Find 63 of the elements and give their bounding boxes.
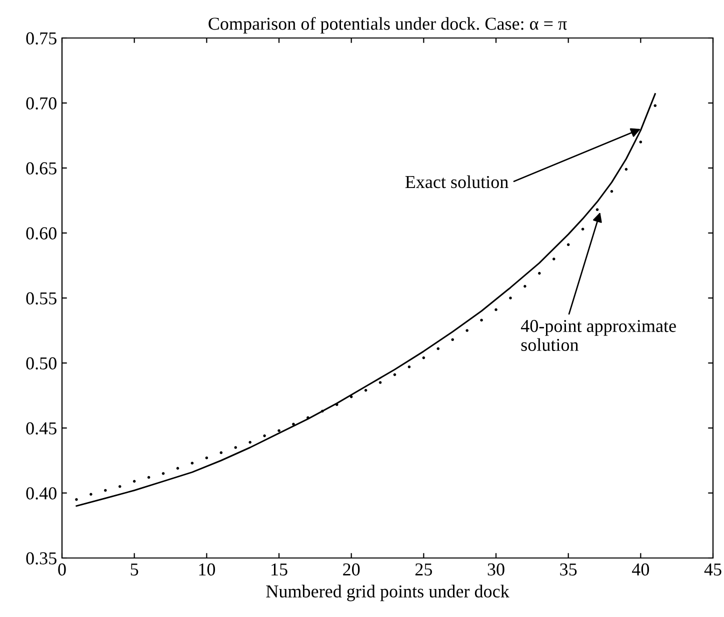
point xyxy=(552,258,556,260)
point xyxy=(350,395,353,398)
point xyxy=(566,243,570,246)
y-tick-label: 0.50 xyxy=(26,357,56,370)
y-tick-label: 0.75 xyxy=(26,32,56,45)
x-tick-label: 5 xyxy=(130,564,138,576)
point xyxy=(596,208,599,211)
x-tick-label: 30 xyxy=(488,563,504,576)
y-tick-label: 0.65 xyxy=(26,162,56,175)
point xyxy=(104,489,107,492)
chart-title: Comparison of potentials under dock. Case: α = π xyxy=(208,16,567,34)
x-tick-label: 10 xyxy=(199,563,216,576)
point xyxy=(393,373,396,376)
y-tick-label: 0.45 xyxy=(26,422,56,435)
point xyxy=(190,462,194,464)
point xyxy=(306,416,310,419)
point xyxy=(408,366,411,368)
point xyxy=(162,472,165,475)
point xyxy=(132,480,136,483)
point xyxy=(466,329,468,332)
point xyxy=(176,466,180,470)
point xyxy=(524,284,526,288)
point xyxy=(263,434,266,438)
point xyxy=(90,492,92,496)
point xyxy=(639,140,642,144)
x-tick-label: 35 xyxy=(560,563,577,576)
x-tick-label: 45 xyxy=(704,564,722,576)
y-tick-label: 0.35 xyxy=(26,552,56,565)
point xyxy=(378,381,382,384)
x-tick-label: 0 xyxy=(58,563,66,576)
point xyxy=(624,168,628,171)
point xyxy=(364,388,368,392)
point xyxy=(75,498,78,501)
point xyxy=(220,451,223,454)
x-tick-label: 15 xyxy=(272,563,288,576)
x-tick-label: 25 xyxy=(415,563,432,576)
point xyxy=(509,296,512,300)
annotation: 40-point approximate solution xyxy=(520,320,676,351)
y-tick-label: 0.55 xyxy=(26,292,56,305)
point xyxy=(234,446,237,449)
point xyxy=(292,422,295,426)
point xyxy=(205,456,208,460)
point xyxy=(494,308,498,312)
point xyxy=(581,228,584,230)
point xyxy=(436,347,440,350)
annotation: Exact solution xyxy=(405,175,508,188)
point xyxy=(248,440,252,444)
point xyxy=(278,429,280,432)
point xyxy=(654,104,657,107)
point xyxy=(480,318,483,322)
point xyxy=(538,272,541,275)
point xyxy=(422,356,426,360)
y-tick-label: 0.40 xyxy=(26,487,56,500)
point xyxy=(335,403,338,406)
point xyxy=(118,485,122,488)
y-tick-label: 0.70 xyxy=(26,97,56,110)
x-tick-label: 20 xyxy=(343,563,360,576)
point xyxy=(610,190,614,193)
point xyxy=(451,338,454,341)
y-tick-label: 0.60 xyxy=(26,227,56,240)
x-tick-label: 40 xyxy=(632,563,650,576)
point xyxy=(147,476,150,479)
x-axis-title: Numbered grid points under dock xyxy=(266,584,510,602)
